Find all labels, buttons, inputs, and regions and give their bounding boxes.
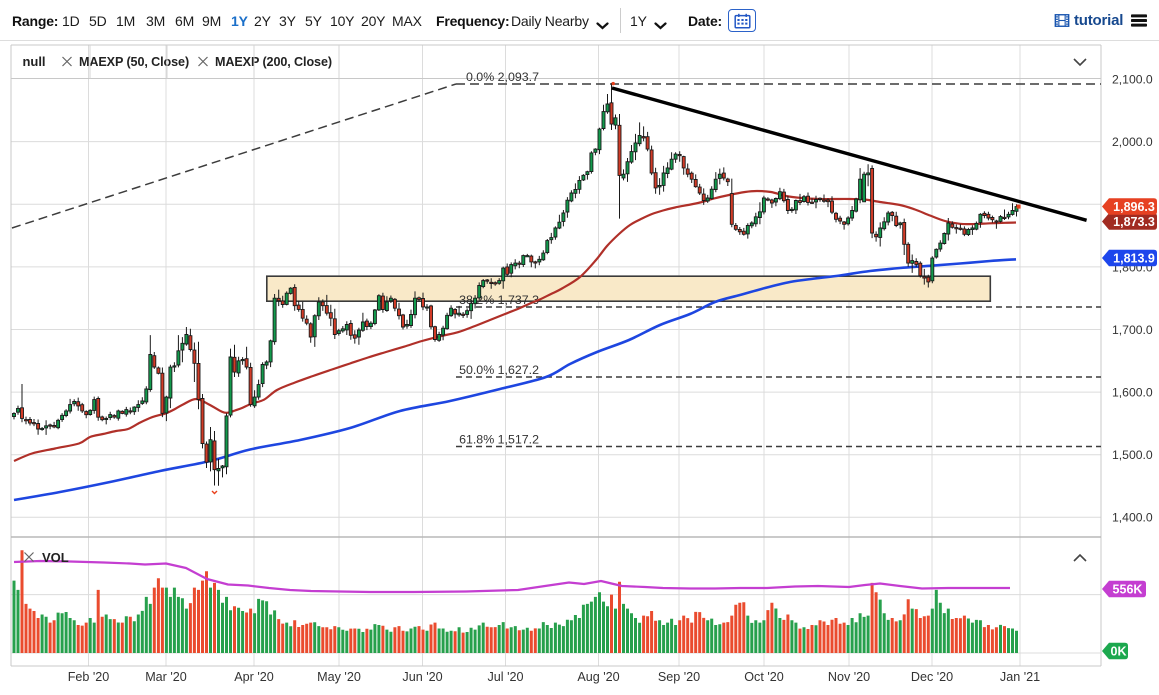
svg-text:2,000.0: 2,000.0: [1112, 135, 1153, 149]
svg-text:Dec '20: Dec '20: [911, 670, 953, 684]
svg-text:MAEXP (200, Close): MAEXP (200, Close): [215, 55, 332, 69]
svg-text:50.0% 1,627.2: 50.0% 1,627.2: [459, 363, 539, 377]
svg-text:1,700.0: 1,700.0: [1112, 323, 1153, 337]
svg-text:Oct '20: Oct '20: [744, 670, 784, 684]
svg-text:1,500.0: 1,500.0: [1112, 448, 1153, 462]
svg-text:Nov '20: Nov '20: [828, 670, 870, 684]
svg-text:61.8% 1,517.2: 61.8% 1,517.2: [459, 433, 539, 447]
svg-text:1,600.0: 1,600.0: [1112, 386, 1153, 400]
svg-text:Jan '21: Jan '21: [1000, 670, 1040, 684]
svg-text:Feb '20: Feb '20: [68, 670, 110, 684]
svg-text:Apr '20: Apr '20: [234, 670, 274, 684]
svg-text:556K: 556K: [1113, 582, 1143, 596]
svg-text:Mar '20: Mar '20: [145, 670, 187, 684]
svg-text:1,896.3: 1,896.3: [1113, 200, 1155, 214]
svg-text:Aug '20: Aug '20: [577, 670, 619, 684]
svg-text:1,873.3: 1,873.3: [1113, 215, 1155, 229]
svg-text:MAEXP (50, Close): MAEXP (50, Close): [79, 55, 189, 69]
svg-text:1,400.0: 1,400.0: [1112, 511, 1153, 525]
svg-text:null: null: [22, 54, 45, 69]
svg-text:Jun '20: Jun '20: [402, 670, 442, 684]
svg-text:VOL: VOL: [42, 550, 69, 565]
svg-text:Sep '20: Sep '20: [658, 670, 700, 684]
svg-text:2,100.0: 2,100.0: [1112, 72, 1153, 86]
svg-text:Jul '20: Jul '20: [487, 670, 523, 684]
svg-text:0K: 0K: [1111, 644, 1127, 658]
svg-text:May '20: May '20: [317, 670, 361, 684]
svg-text:1,813.9: 1,813.9: [1113, 251, 1155, 265]
svg-text:0.0% 2,093.7: 0.0% 2,093.7: [466, 70, 539, 84]
